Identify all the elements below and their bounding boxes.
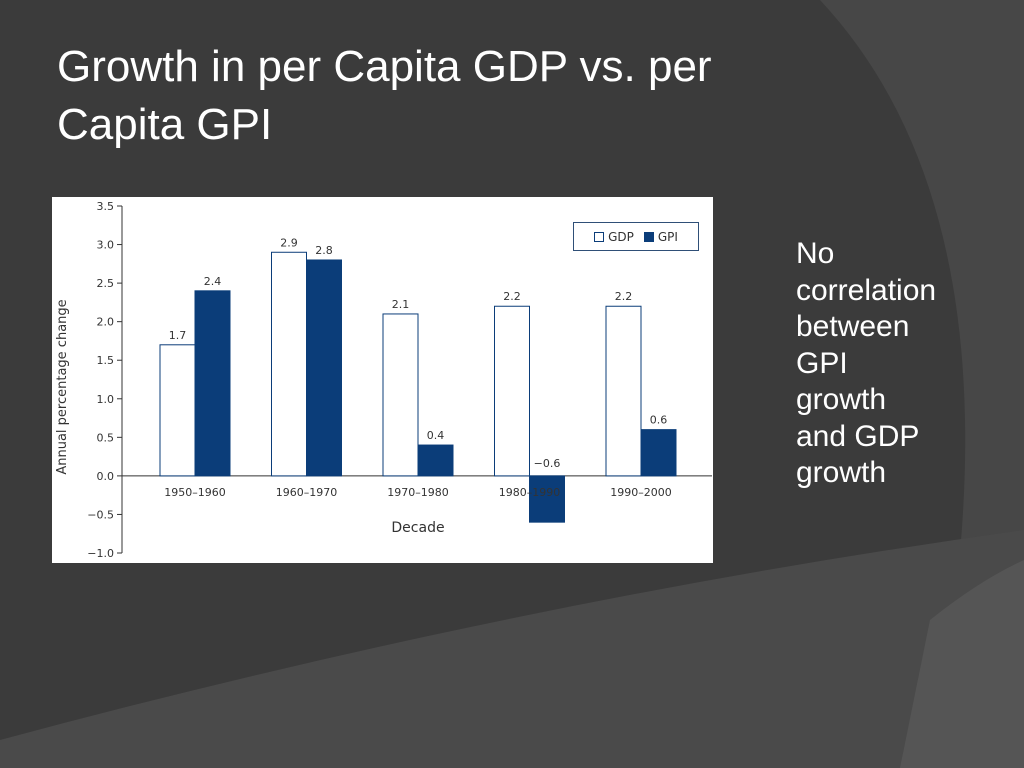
data-label-gdp: 1.7 [169, 329, 187, 342]
data-label-gdp: 2.2 [615, 290, 633, 303]
category-label: 1950–1960 [164, 486, 226, 499]
bar-gdp [605, 305, 642, 477]
chart-legend: GDP GPI [573, 222, 699, 251]
bars [159, 251, 677, 523]
y-tick-label: 2.0 [97, 316, 115, 329]
y-tick-label: 3.5 [97, 200, 115, 213]
legend-label-gpi: GPI [657, 229, 678, 244]
bar-gpi [194, 290, 231, 477]
bar-gdp [159, 344, 196, 477]
chart-panel: 3.5 3.0 2.5 2.0 1.5 1.0 0.5 0.0 −0.5 −1.0 1.7 2.4 2… [52, 197, 713, 563]
y-tick-label: 3.0 [97, 239, 115, 252]
category-label: 1980–1990 [499, 486, 561, 499]
data-labels: 1.7 2.4 2.9 2.8 2.1 0.4 2.2 −0.6 2.2 0.6 [169, 236, 668, 470]
bar-gpi [417, 444, 454, 477]
side-note: No correlation between GPI growth and GD… [796, 237, 937, 489]
bar-gdp [271, 251, 307, 477]
bar-chart: 3.5 3.0 2.5 2.0 1.5 1.0 0.5 0.0 −0.5 −1.0 1.7 2.4 2… [55, 200, 712, 560]
category-label: 1970–1980 [387, 486, 449, 499]
y-tick-label: −0.5 [87, 508, 114, 521]
data-label-gpi: 0.4 [427, 429, 445, 442]
data-label-gpi: 2.4 [204, 275, 222, 288]
category-label: 1960–1970 [276, 486, 338, 499]
slide-title: Growth in per Capita GDP vs. per Capita … [57, 42, 712, 149]
legend-entry-gpi: GPI [643, 229, 678, 244]
y-axis: 3.5 3.0 2.5 2.0 1.5 1.0 0.5 0.0 −0.5 −1.0 [87, 200, 712, 560]
data-label-gdp: 2.1 [392, 298, 410, 311]
y-tick-label: 1.0 [97, 393, 115, 406]
bar-gpi [640, 429, 677, 477]
category-labels: 1950–1960 1960–1970 1970–1980 1980–1990 1990… [164, 486, 672, 499]
category-label: 1990–2000 [610, 486, 672, 499]
data-label-gdp: 2.9 [280, 236, 298, 249]
legend-swatch-gdp [594, 231, 605, 242]
y-tick-label: 0.0 [97, 470, 115, 483]
x-axis-title: Decade [391, 520, 444, 536]
data-label-gpi: 0.6 [650, 414, 668, 427]
legend-label-gdp: GDP [608, 229, 634, 244]
bar-gdp [382, 313, 419, 477]
bar-gpi [306, 259, 342, 477]
bar-gdp [494, 305, 530, 477]
y-axis-title: Annual percentage change [55, 299, 70, 474]
data-label-gdp: 2.2 [503, 290, 521, 303]
y-tick-label: 0.5 [97, 431, 115, 444]
y-tick-label: 2.5 [97, 277, 115, 290]
y-tick-label: 1.5 [97, 354, 115, 367]
legend-swatch-gpi [643, 231, 654, 242]
legend-entry-gdp: GDP [594, 230, 634, 244]
data-label-gpi: 2.8 [315, 244, 333, 257]
data-label-gpi: −0.6 [534, 457, 561, 470]
y-tick-label: −1.0 [87, 547, 114, 560]
bar-gpi [529, 475, 565, 523]
